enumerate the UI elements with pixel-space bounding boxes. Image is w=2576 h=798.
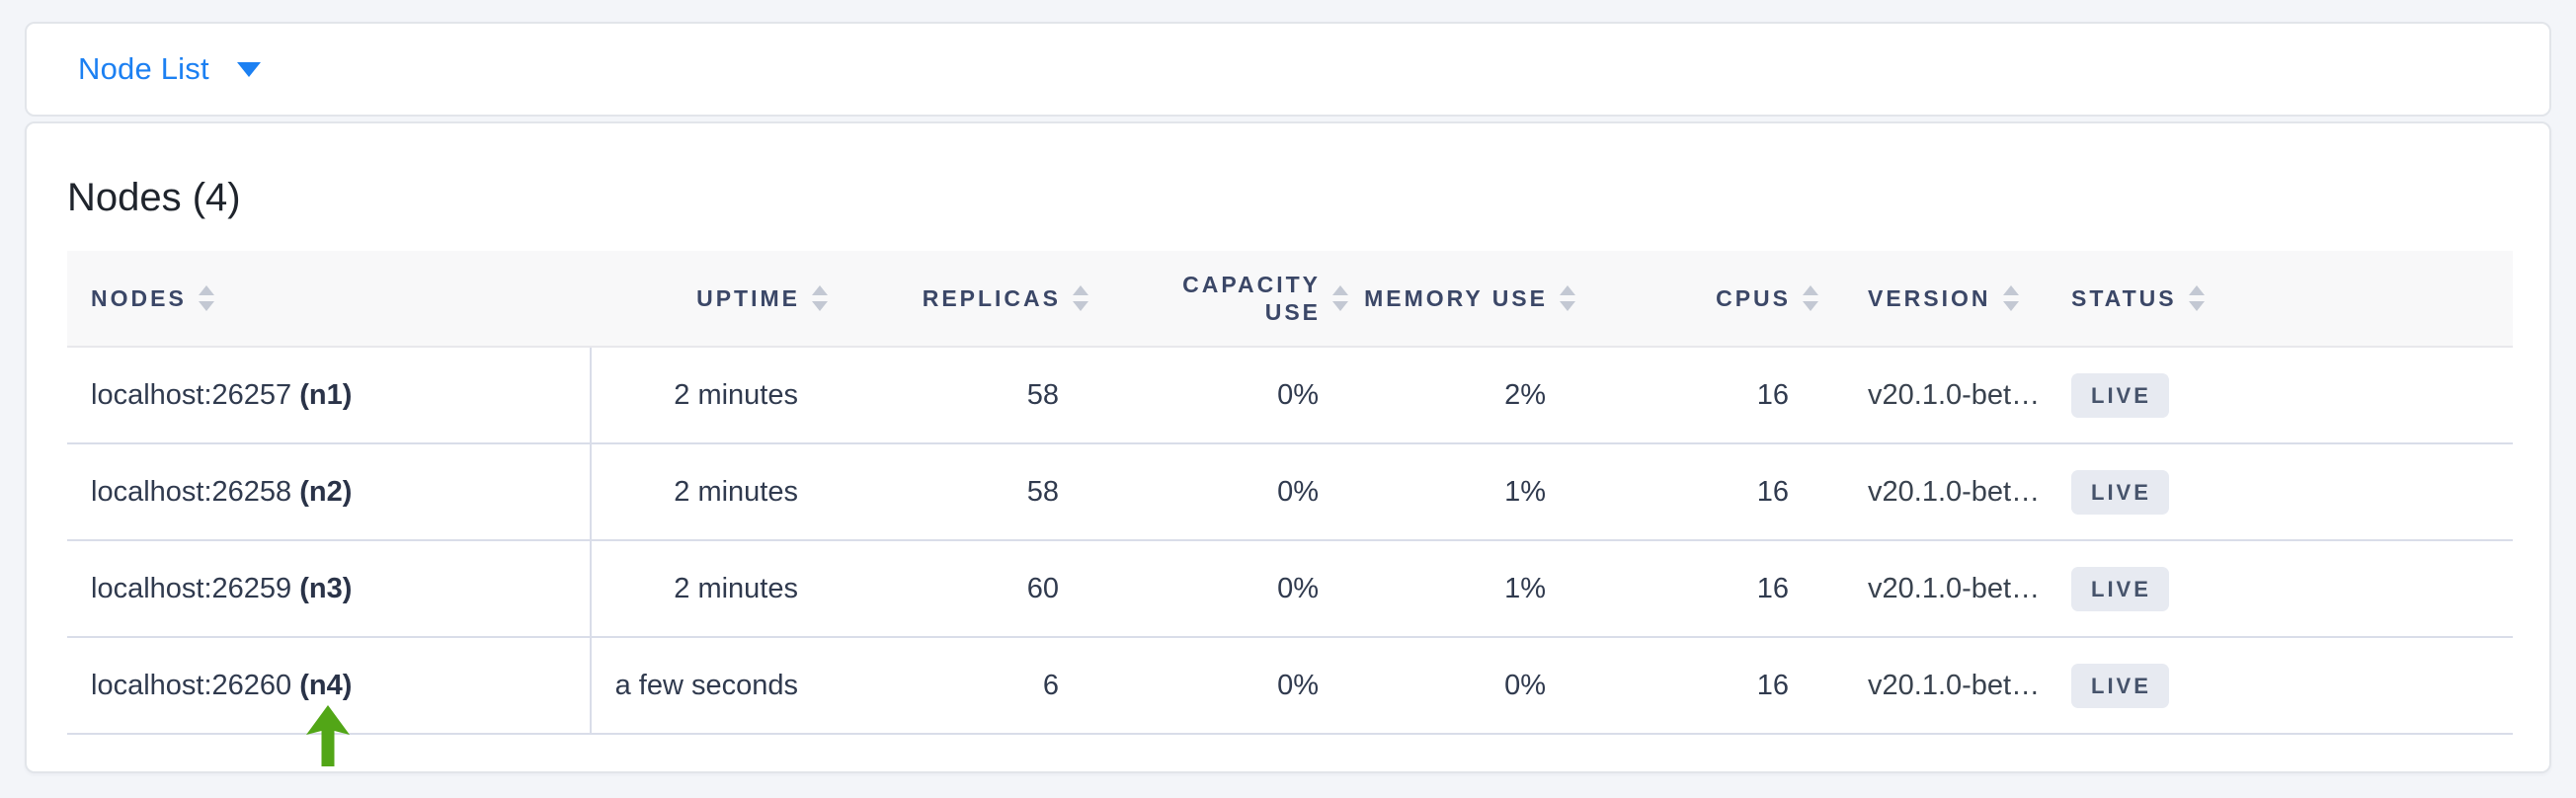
sort-icon[interactable] bbox=[1073, 285, 1088, 311]
chevron-down-icon bbox=[236, 61, 261, 77]
column-label-status: STATUS bbox=[2071, 285, 2177, 311]
uptime-cell: 2 minutes bbox=[591, 347, 828, 444]
column-label-capacity_use: CAPACITY USE bbox=[1182, 272, 1321, 325]
node-address: localhost:26257 bbox=[91, 378, 300, 411]
node-address-cell: localhost:26257 (n1) bbox=[67, 347, 592, 444]
node-address-cell: localhost:26258 (n2) bbox=[67, 443, 592, 541]
column-label-nodes: NODES bbox=[91, 285, 187, 311]
table-row: localhost:26260 (n4) a few seconds 6 0% 0% 16… bbox=[67, 637, 2513, 735]
node-address-cell: localhost:26260 (n4) bbox=[67, 637, 592, 735]
status-badge: LIVE bbox=[2071, 566, 2169, 611]
column-label-replicas: REPLICAS bbox=[922, 285, 1061, 311]
sort-icon[interactable] bbox=[2002, 285, 2019, 311]
cpus-cell: 16 bbox=[1575, 347, 1818, 444]
column-header-version[interactable]: VERSION bbox=[1818, 251, 2042, 348]
node-address: localhost:26260 bbox=[91, 669, 300, 701]
status-badge: LIVE bbox=[2071, 469, 2169, 515]
table-row: localhost:26258 (n2) 2 minutes 58 0% 1% 16 v20… bbox=[67, 443, 2513, 541]
column-label-uptime: UPTIME bbox=[696, 285, 800, 311]
version-cell: v20.1.0-bet… bbox=[1818, 637, 2042, 735]
column-label-cpus: CPUS bbox=[1716, 285, 1791, 311]
node-address: localhost:26259 bbox=[91, 572, 300, 604]
table-row: localhost:26257 (n1) 2 minutes 58 0% 2% 16 v20… bbox=[67, 347, 2513, 444]
sort-icon[interactable] bbox=[198, 285, 214, 311]
replicas-cell: 60 bbox=[828, 540, 1088, 638]
uptime-cell: 2 minutes bbox=[591, 540, 828, 638]
status-cell: LIVE bbox=[2042, 540, 2513, 638]
capacity_use-cell: 0% bbox=[1088, 540, 1348, 638]
node-id: (n1) bbox=[299, 378, 353, 411]
node-list-dropdown-label: Node List bbox=[78, 51, 209, 86]
capacity_use-cell: 0% bbox=[1088, 637, 1348, 735]
version-cell: v20.1.0-bet… bbox=[1818, 540, 2042, 638]
memory_use-cell: 2% bbox=[1348, 347, 1575, 444]
memory_use-cell: 0% bbox=[1348, 637, 1575, 735]
column-header-capacity_use[interactable]: CAPACITY USE bbox=[1088, 251, 1348, 348]
status-badge: LIVE bbox=[2071, 372, 2169, 418]
nodes-table: NODES UPTIME REPLICAS CAPACITY USE MEMORY US… bbox=[67, 251, 2513, 735]
status-cell: LIVE bbox=[2042, 347, 2513, 444]
sort-icon[interactable] bbox=[1332, 285, 1348, 311]
capacity_use-cell: 0% bbox=[1088, 443, 1348, 541]
status-badge: LIVE bbox=[2071, 663, 2169, 708]
column-header-uptime[interactable]: UPTIME bbox=[591, 251, 828, 348]
sort-icon[interactable] bbox=[812, 285, 828, 311]
cpus-cell: 16 bbox=[1575, 540, 1818, 638]
status-cell: LIVE bbox=[2042, 637, 2513, 735]
column-label-memory_use: MEMORY USE bbox=[1364, 285, 1548, 311]
table-header: NODES UPTIME REPLICAS CAPACITY USE MEMORY US… bbox=[67, 251, 2513, 348]
node-address-cell: localhost:26259 (n3) bbox=[67, 540, 592, 638]
cpus-cell: 16 bbox=[1575, 637, 1818, 735]
node-list-dropdown[interactable]: Node List bbox=[78, 51, 261, 87]
table-row: localhost:26259 (n3) 2 minutes 60 0% 1% 16 v20… bbox=[67, 540, 2513, 638]
table-body: localhost:26257 (n1) 2 minutes 58 0% 2% 16 v20… bbox=[67, 347, 2513, 735]
replicas-cell: 58 bbox=[828, 443, 1088, 541]
memory_use-cell: 1% bbox=[1348, 443, 1575, 541]
node-id: (n3) bbox=[299, 572, 353, 604]
sort-icon[interactable] bbox=[1560, 285, 1575, 311]
page-title: Nodes (4) bbox=[67, 176, 241, 219]
header-row: NODES UPTIME REPLICAS CAPACITY USE MEMORY US… bbox=[67, 251, 2513, 348]
version-cell: v20.1.0-bet… bbox=[1818, 347, 2042, 444]
node-address: localhost:26258 bbox=[91, 475, 300, 508]
node-id: (n2) bbox=[299, 475, 353, 508]
uptime-cell: 2 minutes bbox=[591, 443, 828, 541]
sort-icon[interactable] bbox=[2188, 285, 2205, 311]
column-header-status[interactable]: STATUS bbox=[2042, 251, 2513, 348]
capacity_use-cell: 0% bbox=[1088, 347, 1348, 444]
nodes-card: Nodes (4) NODES UPTIME REPLICAS CAPACITY US… bbox=[25, 121, 2551, 773]
status-cell: LIVE bbox=[2042, 443, 2513, 541]
column-header-replicas[interactable]: REPLICAS bbox=[828, 251, 1088, 348]
uptime-cell: a few seconds bbox=[591, 637, 828, 735]
replicas-cell: 6 bbox=[828, 637, 1088, 735]
column-header-memory_use[interactable]: MEMORY USE bbox=[1348, 251, 1575, 348]
memory_use-cell: 1% bbox=[1348, 540, 1575, 638]
column-header-cpus[interactable]: CPUS bbox=[1575, 251, 1818, 348]
replicas-cell: 58 bbox=[828, 347, 1088, 444]
column-label-version: VERSION bbox=[1868, 285, 1991, 311]
sort-icon[interactable] bbox=[1803, 285, 1818, 311]
column-header-nodes[interactable]: NODES bbox=[67, 251, 591, 348]
version-cell: v20.1.0-bet… bbox=[1818, 443, 2042, 541]
cpus-cell: 16 bbox=[1575, 443, 1818, 541]
view-selector-bar: Node List bbox=[25, 22, 2551, 117]
node-id: (n4) bbox=[299, 669, 353, 701]
